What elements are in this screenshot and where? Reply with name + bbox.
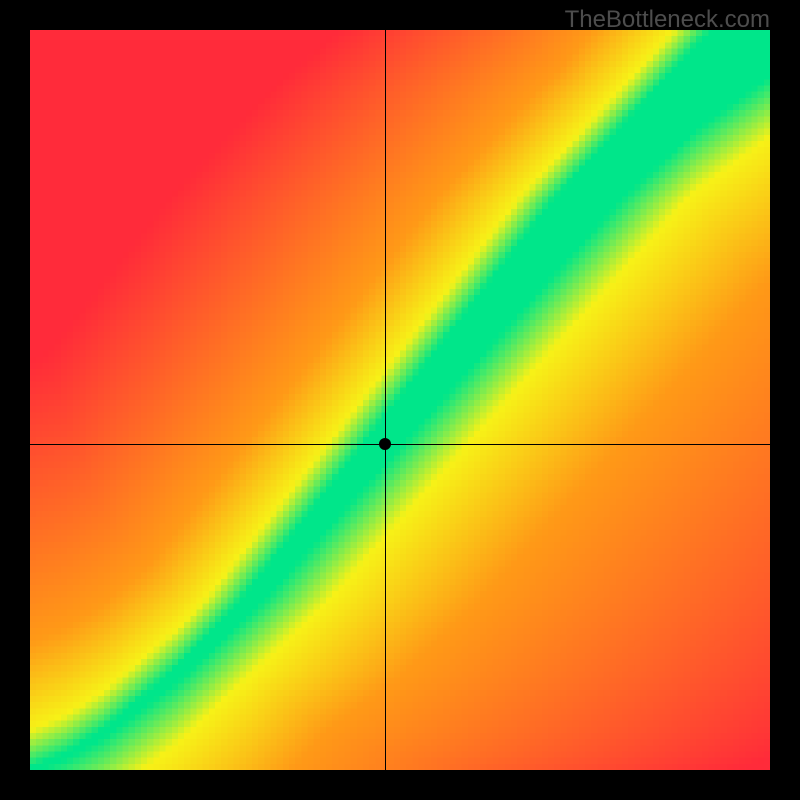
watermark: TheBottleneck.com [565,6,770,34]
crosshair-horizontal [30,444,770,445]
marker-dot [379,438,391,450]
heatmap-canvas [30,30,770,770]
plot-area [30,30,770,770]
crosshair-vertical [385,30,386,770]
